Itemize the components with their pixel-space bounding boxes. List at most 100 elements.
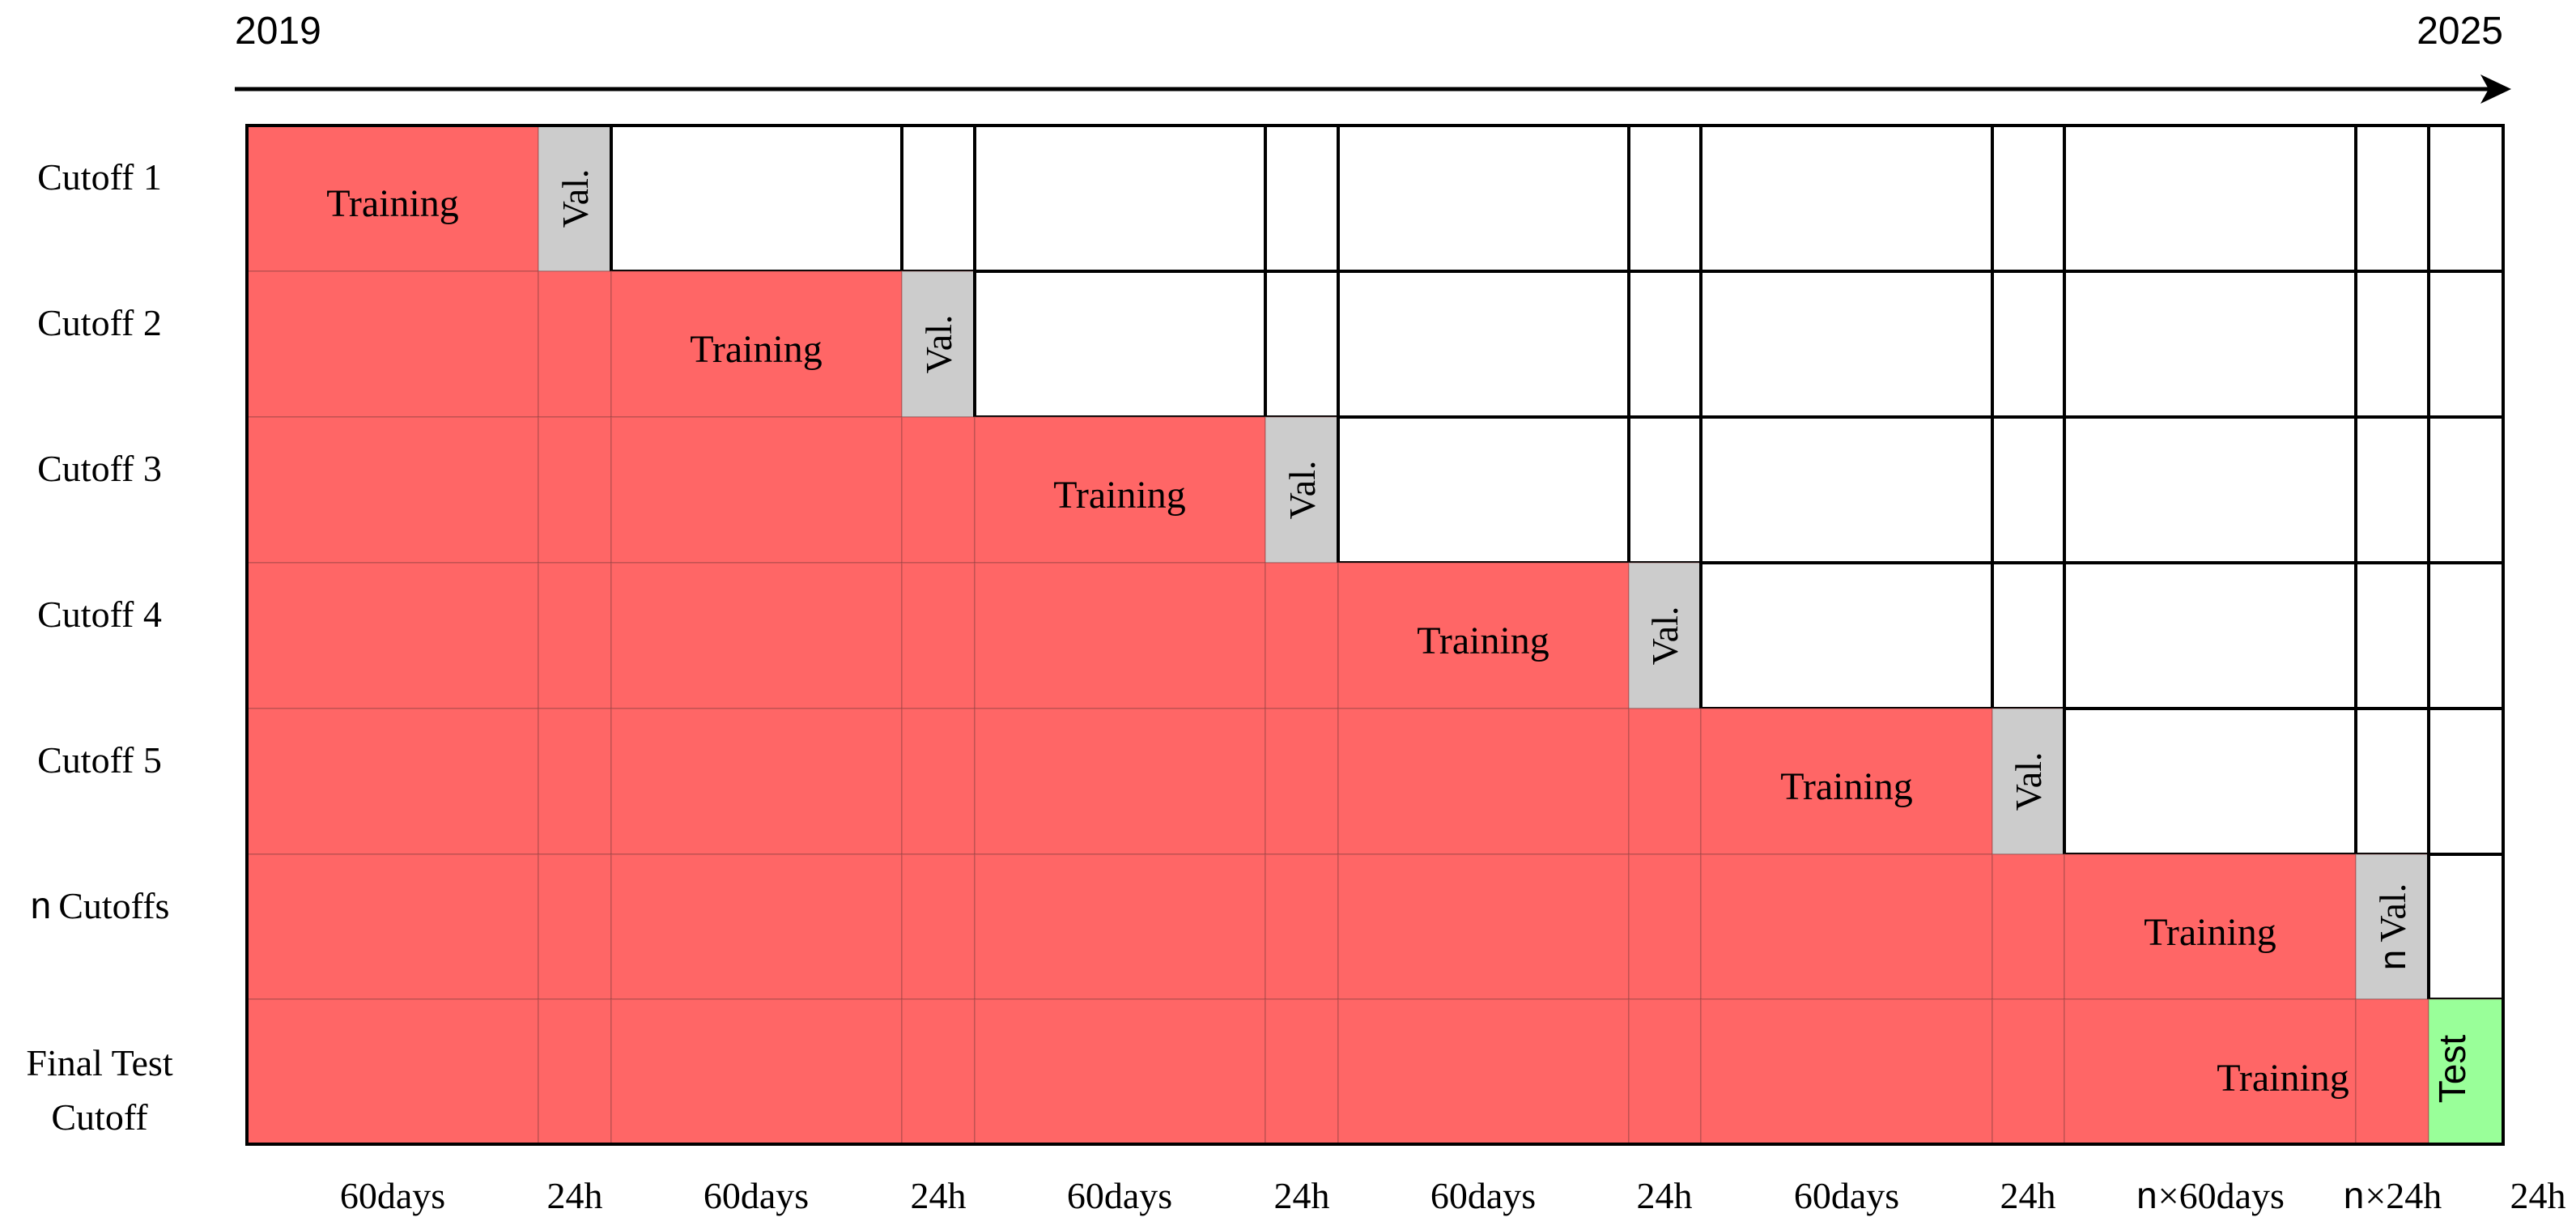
- column-label: 60days: [1430, 1175, 1536, 1216]
- training-label: Training: [326, 182, 459, 225]
- training-cell: [538, 562, 612, 709]
- training-cell: [2064, 998, 2357, 1145]
- empty-cell: [1627, 415, 1702, 564]
- training-cell: [1992, 853, 2065, 1000]
- timeline-arrow-head-icon: [2480, 74, 2511, 104]
- training-cell: [1700, 708, 1993, 855]
- empty-cell: [1337, 124, 1630, 273]
- empty-cell: [1699, 561, 1994, 710]
- training-cell: [1628, 998, 1702, 1145]
- column-label: 24h: [1637, 1175, 1693, 1216]
- block-labels: Training Training Training Training Trai…: [326, 169, 2473, 1104]
- validation-cell: [2355, 853, 2429, 1000]
- empty-cell: [1337, 415, 1630, 564]
- validation-cell: [1992, 708, 2065, 855]
- validation-label: Val.: [1282, 461, 1323, 520]
- training-cell: [538, 998, 612, 1145]
- training-cell: [1337, 998, 1630, 1145]
- column-label-text: ×60days: [2158, 1175, 2285, 1216]
- cutoff-grid: [245, 124, 2505, 1146]
- empty-cell: [2063, 270, 2357, 419]
- empty-cell: [2063, 561, 2357, 710]
- empty-cell: [1991, 415, 2066, 564]
- test-cell: [2428, 998, 2504, 1145]
- training-cell: [538, 708, 612, 855]
- empty-cell: [1264, 270, 1340, 419]
- row-label-final-test-line2: Cutoff: [51, 1096, 148, 1138]
- training-cell: [246, 270, 539, 418]
- empty-cell: [1337, 270, 1630, 419]
- column-labels: 60days 24h 60days 24h 60days 24h 60days …: [340, 1175, 2566, 1219]
- empty-cell: [2427, 415, 2505, 564]
- empty-cell: [1699, 415, 1994, 564]
- training-cell: [974, 998, 1266, 1145]
- row-label-n-text: Cutoffs: [58, 885, 169, 926]
- column-label-n-24h: n×24h: [2343, 1175, 2442, 1219]
- training-label: Training: [690, 328, 823, 371]
- column-label: 24h: [911, 1175, 967, 1216]
- n-validation-prefix: n: [2374, 949, 2417, 972]
- empty-cell: [2427, 707, 2505, 856]
- training-cell: [610, 853, 903, 1000]
- empty-cell: [610, 124, 903, 273]
- training-cell: [974, 708, 1266, 855]
- column-label: 60days: [1794, 1175, 1899, 1216]
- column-label: 24h: [1274, 1175, 1330, 1216]
- row-label-cutoff-5: Cutoff 5: [37, 739, 162, 781]
- validation-label: Val.: [555, 169, 596, 228]
- empty-cell: [2063, 707, 2357, 856]
- training-cell: [1700, 998, 1993, 1145]
- empty-cell: [900, 124, 976, 273]
- validation-label: Val.: [1644, 606, 1685, 666]
- empty-cell: [1991, 124, 2066, 273]
- training-cell: [610, 708, 903, 855]
- row-label-cutoff-2: Cutoff 2: [37, 302, 162, 343]
- training-label: Training: [2217, 1057, 2349, 1100]
- empty-cell: [1699, 124, 1994, 273]
- column-label: 24h: [2510, 1175, 2566, 1216]
- row-label-n-prefix: n: [30, 887, 53, 930]
- empty-cell: [2354, 124, 2430, 273]
- training-label: Training: [1780, 765, 1913, 808]
- training-cell: [1265, 562, 1339, 709]
- column-label-n-prefix: n: [2343, 1177, 2366, 1219]
- training-cell: [1265, 998, 1339, 1145]
- training-cell: [901, 853, 976, 1000]
- timeline-end-label: 2025: [2417, 10, 2503, 53]
- column-label: 60days: [1067, 1175, 1172, 1216]
- timeline-start-label: 2019: [235, 10, 321, 53]
- training-cell: [1337, 562, 1630, 709]
- empty-cell: [2063, 415, 2357, 564]
- training-cell: [246, 562, 539, 709]
- empty-cell: [2354, 561, 2430, 710]
- training-cell: [1628, 708, 1702, 855]
- training-cell: [1992, 998, 2065, 1145]
- training-cell: [974, 562, 1266, 709]
- training-label: Training: [1053, 474, 1186, 517]
- training-cell: [1700, 853, 1993, 1000]
- empty-cell: [2063, 124, 2357, 273]
- n-validation-label: n Val.: [2372, 883, 2417, 971]
- empty-cell: [1699, 270, 1994, 419]
- training-label: Training: [2144, 911, 2276, 954]
- row-label-cutoff-3: Cutoff 3: [37, 448, 162, 489]
- row-label-cutoff-4: Cutoff 4: [37, 594, 162, 635]
- grid-outline: [245, 124, 2505, 1146]
- row-labels: Cutoff 1 Cutoff 2 Cutoff 3 Cutoff 4 Cuto…: [26, 156, 172, 1138]
- training-cell: [901, 708, 976, 855]
- training-label: Training: [1417, 619, 1549, 662]
- row-label-final-test-line1: Final Test: [26, 1042, 172, 1083]
- training-cell: [901, 998, 976, 1145]
- column-label: 60days: [340, 1175, 445, 1216]
- empty-cell: [2427, 270, 2505, 419]
- training-cell: [538, 416, 612, 564]
- empty-cell: [1991, 561, 2066, 710]
- column-label: 60days: [704, 1175, 809, 1216]
- empty-cell: [1991, 270, 2066, 419]
- column-label: 24h: [547, 1175, 603, 1216]
- training-cell: [246, 853, 539, 1000]
- training-cell: [610, 998, 903, 1145]
- empty-cell: [973, 124, 1267, 273]
- timeline: 2019 2025: [235, 10, 2511, 104]
